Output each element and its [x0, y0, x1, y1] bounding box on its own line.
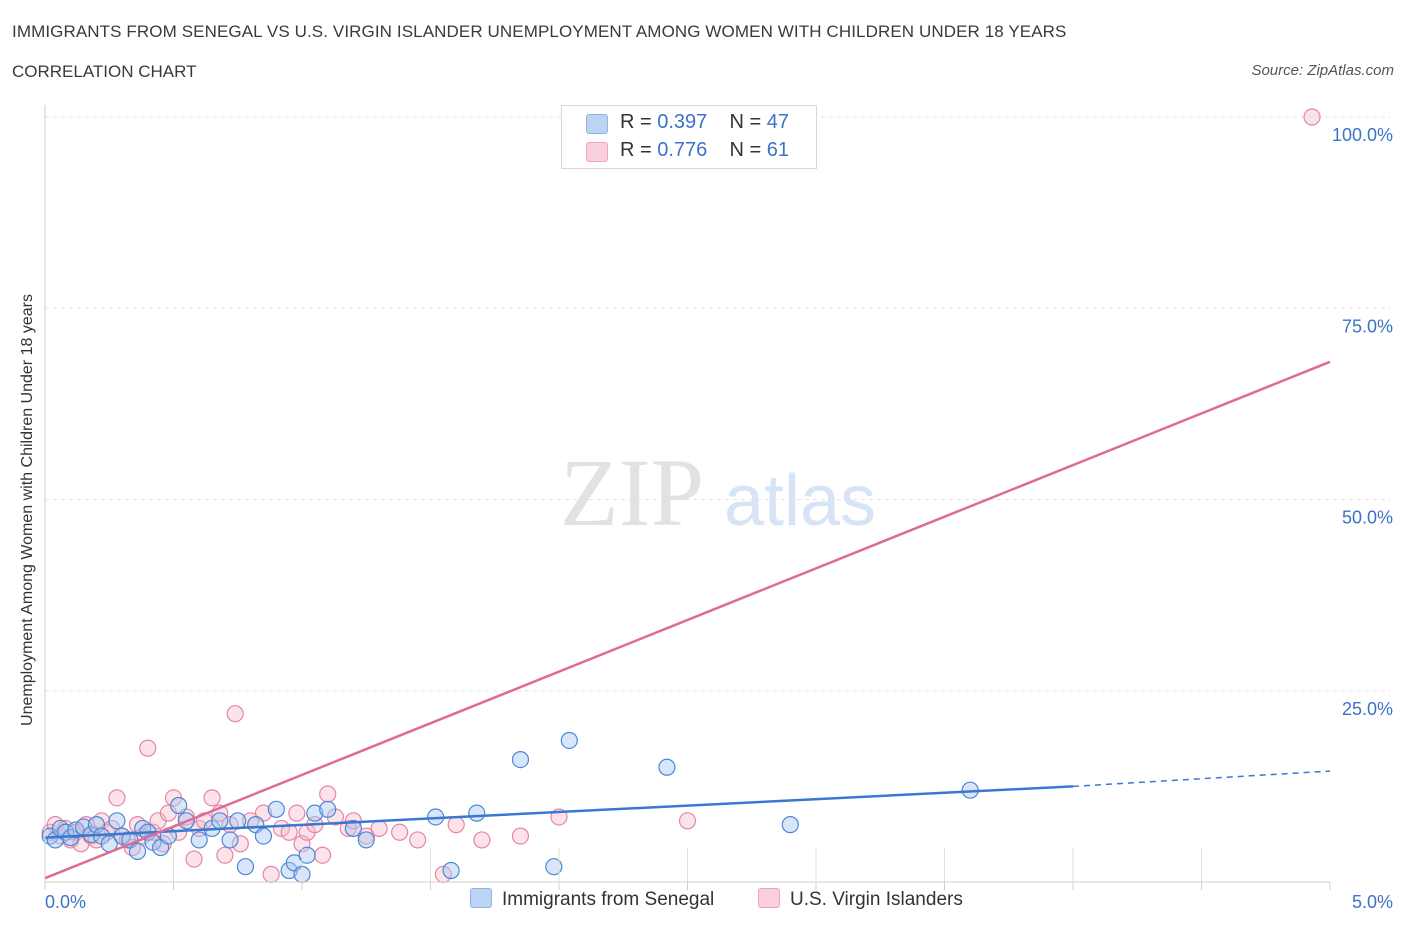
senegal-point: [128, 842, 147, 861]
y-tick-label: 50.0%: [1342, 508, 1393, 528]
watermark-zip: ZIP: [560, 439, 704, 546]
legend-box: R = 0.397 N = 47 R = 0.776 N = 61: [561, 105, 817, 169]
virgin-islander-point: [370, 819, 388, 838]
senegal-point: [357, 831, 375, 849]
virgin-islander-point: [262, 865, 280, 883]
virgin-islanders-trendline: [44, 360, 1331, 880]
bottom-legend-swatch-pink: [758, 888, 780, 908]
bottom-legend-label: Immigrants from Senegal: [502, 889, 715, 910]
legend-n-value: 47: [766, 111, 790, 133]
legend-swatch-blue: [586, 114, 608, 134]
virgin-islander-point: [203, 789, 221, 807]
chart-title: IMMIGRANTS FROM SENEGAL VS U.S. VIRGIN I…: [12, 22, 1067, 41]
watermark-atlas: atlas: [724, 461, 876, 541]
senegal-point: [560, 731, 578, 750]
senegal-point: [658, 758, 676, 776]
senegal-point: [211, 812, 229, 830]
senegal-point: [344, 819, 362, 838]
bottom-legend-virgin-islanders: U.S. Virgin Islanders: [758, 888, 963, 911]
senegal-trendline: [44, 785, 1074, 839]
axes: [44, 105, 1331, 890]
legend-swatch-pink: [586, 142, 608, 162]
legend-r-value: 0.397: [657, 111, 708, 133]
x-tick-label: 0.0%: [45, 892, 86, 912]
virgin-islander-point: [391, 823, 409, 841]
senegal-point: [545, 858, 563, 876]
virgin-islander-point: [185, 850, 203, 868]
y-tick-label: 25.0%: [1342, 699, 1393, 719]
senegal-point: [113, 827, 131, 845]
y-axis-label: Unemployment Among Women with Children U…: [19, 294, 36, 726]
virgin-islander-point: [1303, 108, 1321, 126]
y-axis-label-wrap: Unemployment Among Women with Children U…: [16, 130, 40, 890]
legend-r-value: 0.776: [657, 139, 708, 161]
grid-lines: [45, 116, 1390, 692]
chart-subtitle: CORRELATION CHART: [12, 62, 197, 81]
virgin-islander-point: [108, 789, 126, 807]
senegal-point: [511, 750, 530, 769]
tick-labels: 25.0% 50.0% 75.0% 100.0% 0.0% 5.0%: [45, 125, 1393, 912]
senegal-point: [254, 827, 273, 845]
senegal-point: [298, 846, 316, 864]
senegal-point: [306, 804, 324, 822]
senegal-point: [442, 861, 460, 880]
bottom-legend-senegal: Immigrants from Senegal: [470, 888, 714, 911]
senegal-point: [170, 796, 188, 815]
virgin-islander-point: [511, 827, 530, 845]
senegal-point: [190, 831, 208, 849]
legend-n-value: 61: [766, 139, 790, 161]
x-tick-label: 5.0%: [1352, 892, 1393, 912]
virgin-islander-point: [473, 831, 491, 849]
virgin-islander-point: [409, 831, 427, 849]
bottom-legend-swatch-blue: [470, 888, 492, 908]
watermark: ZIP atlas: [560, 439, 876, 546]
senegal-point: [267, 800, 285, 818]
bottom-legend-label: U.S. Virgin Islanders: [790, 889, 963, 910]
virgin-islander-point: [313, 846, 332, 864]
virgin-islander-point: [319, 785, 337, 803]
senegal-point: [108, 812, 126, 830]
virgin-islander-point: [139, 739, 157, 757]
source-label: Source: ZipAtlas.com: [1251, 62, 1394, 79]
senegal-point: [781, 816, 799, 834]
senegal-trendline-extension: [1072, 770, 1331, 788]
virgin-islander-point: [231, 835, 249, 853]
trendlines: [44, 360, 1331, 880]
senegal-point: [221, 831, 239, 849]
y-tick-label: 100.0%: [1332, 125, 1393, 145]
senegal-point: [468, 804, 486, 822]
legend-n-label: N =: [729, 111, 767, 133]
legend-n-label: N =: [729, 139, 767, 161]
virgin-islander-point: [357, 827, 375, 845]
virgin-islander-point: [447, 816, 465, 834]
senegal-point: [319, 800, 337, 818]
virgin-islander-point: [226, 705, 244, 723]
legend-r-label: R =: [620, 139, 658, 161]
y-tick-label: 75.0%: [1342, 316, 1393, 336]
legend-r-label: R =: [620, 111, 658, 133]
virgin-islander-point: [288, 804, 306, 822]
senegal-point: [229, 812, 247, 830]
virgin-islander-point: [216, 846, 234, 864]
virgin-islander-point: [678, 812, 697, 830]
senegal-point: [236, 858, 255, 876]
